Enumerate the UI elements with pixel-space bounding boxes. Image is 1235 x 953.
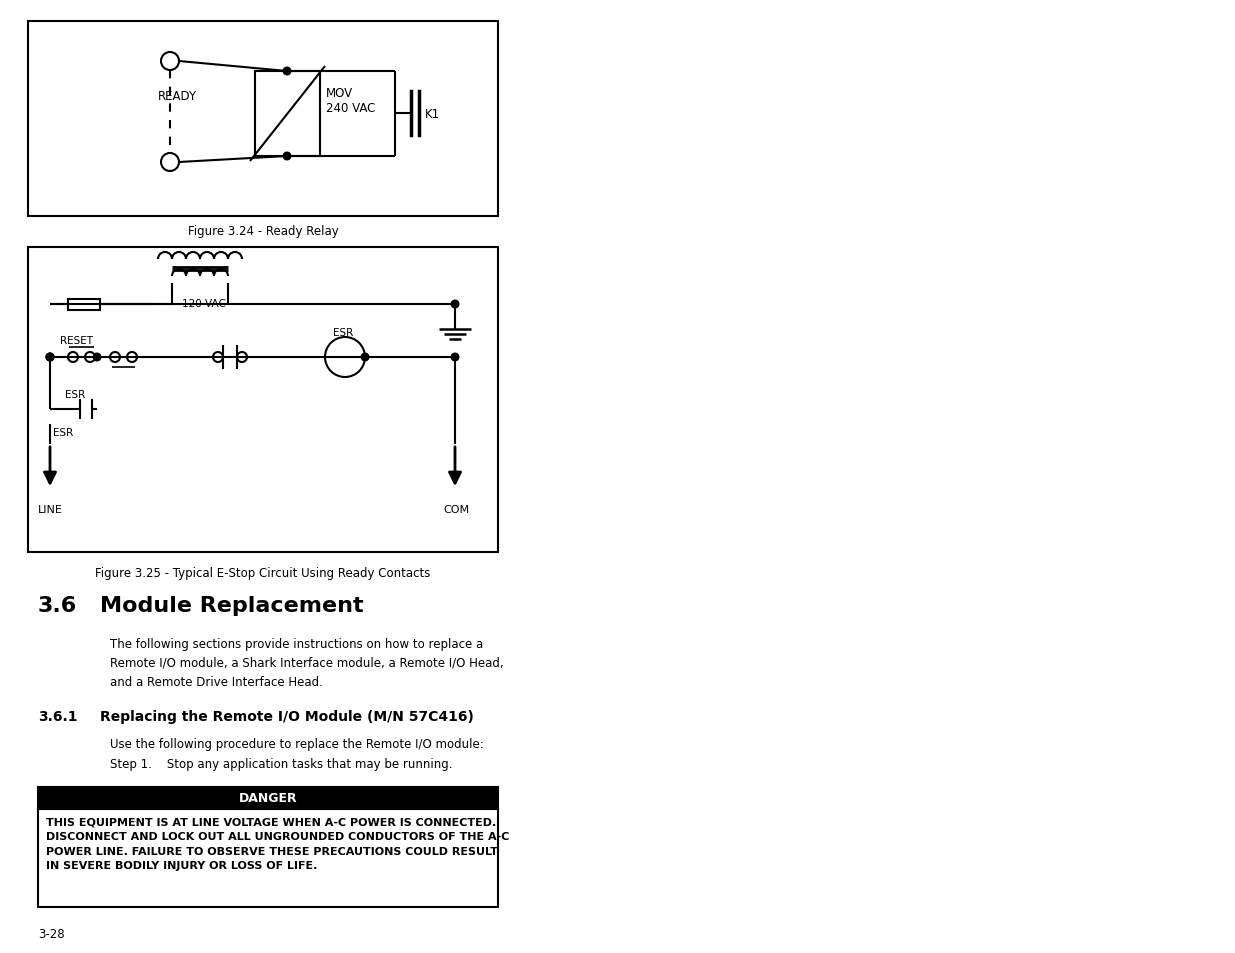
Text: THIS EQUIPMENT IS AT LINE VOLTAGE WHEN A-C POWER IS CONNECTED.
DISCONNECT AND LO: THIS EQUIPMENT IS AT LINE VOLTAGE WHEN A… [46, 817, 509, 870]
Bar [38, 809, 498, 907]
Circle shape [46, 354, 54, 362]
Text: 3.6.1: 3.6.1 [38, 709, 78, 723]
Text: 120 VAC: 120 VAC [182, 298, 226, 309]
Text: RESET: RESET [61, 335, 93, 346]
Text: K1: K1 [425, 108, 440, 121]
Circle shape [237, 353, 247, 363]
Text: 3.6: 3.6 [38, 596, 78, 616]
Bar [38, 787, 498, 809]
Text: LINE: LINE [38, 504, 63, 515]
Text: 3-28: 3-28 [38, 927, 64, 940]
Text: Step 1.    Stop any application tasks that may be running.: Step 1. Stop any application tasks that … [110, 758, 452, 770]
Text: Figure 3.24 - Ready Relay: Figure 3.24 - Ready Relay [188, 225, 338, 237]
Text: Module Replacement: Module Replacement [100, 596, 363, 616]
Circle shape [127, 353, 137, 363]
Circle shape [110, 353, 120, 363]
Bar [28, 22, 498, 216]
Circle shape [46, 354, 54, 362]
Text: Replacing the Remote I/O Module (M/N 57C416): Replacing the Remote I/O Module (M/N 57C… [100, 709, 474, 723]
Circle shape [283, 152, 291, 161]
Text: The following sections provide instructions on how to replace a
Remote I/O modul: The following sections provide instructi… [110, 638, 504, 688]
Text: Figure 3.25 - Typical E-Stop Circuit Using Ready Contacts: Figure 3.25 - Typical E-Stop Circuit Usi… [95, 566, 431, 579]
Text: ESR: ESR [53, 428, 73, 437]
Text: DANGER: DANGER [238, 792, 298, 804]
Text: Use the following procedure to replace the Remote I/O module:: Use the following procedure to replace t… [110, 738, 484, 750]
Bar [68, 299, 100, 311]
Text: MOV: MOV [326, 87, 353, 100]
Circle shape [68, 353, 78, 363]
Circle shape [283, 68, 291, 76]
Text: ESR: ESR [65, 390, 85, 399]
Circle shape [161, 153, 179, 172]
Circle shape [93, 354, 101, 362]
Text: ESR: ESR [333, 328, 353, 337]
Circle shape [325, 337, 366, 377]
Text: COM: COM [443, 504, 469, 515]
Bar [28, 248, 498, 553]
Circle shape [85, 353, 95, 363]
Circle shape [212, 353, 224, 363]
Bar [254, 71, 320, 157]
Circle shape [161, 53, 179, 71]
Text: READY: READY [158, 90, 198, 103]
Circle shape [361, 354, 369, 362]
Circle shape [451, 300, 459, 309]
Circle shape [451, 354, 459, 362]
Circle shape [46, 354, 54, 362]
Text: 240 VAC: 240 VAC [326, 102, 375, 115]
